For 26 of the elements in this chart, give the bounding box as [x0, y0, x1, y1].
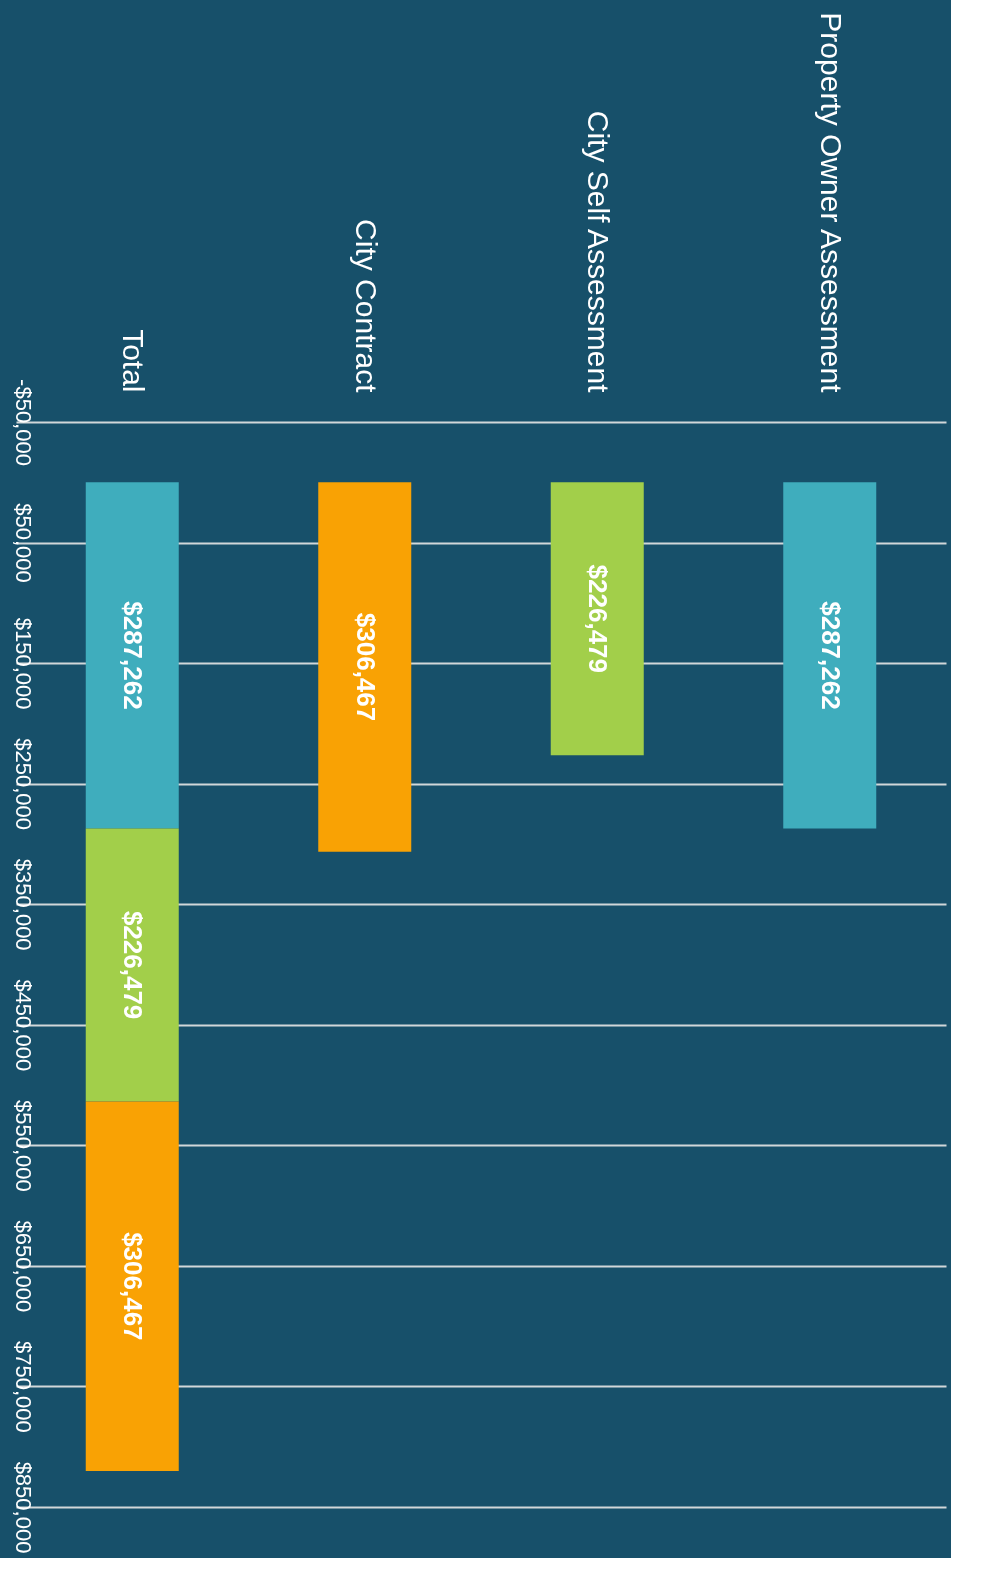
x-tick-label: Total — [117, 329, 151, 393]
data-label: $306,467 — [118, 1232, 149, 1341]
bar — [550, 482, 644, 756]
y-tick-label: $750,000 — [10, 1341, 36, 1433]
x-tick-label: City Self Assessment — [582, 110, 616, 394]
y-tick-label: $250,000 — [10, 738, 36, 831]
bar — [783, 482, 877, 829]
data-label: $287,262 — [815, 601, 846, 710]
bar — [318, 482, 412, 852]
y-tick-label: $450,000 — [10, 979, 36, 1072]
y-tick-label: -$50,000 — [10, 379, 36, 466]
data-label: $306,467 — [350, 612, 381, 722]
x-tick-label: City Contract — [349, 219, 383, 394]
y-tick-label: $850,000 — [10, 1461, 36, 1554]
data-label: $287,262 — [118, 601, 149, 710]
data-label: $226,479 — [583, 564, 614, 674]
y-tick-label: $550,000 — [10, 1099, 36, 1192]
y-tick-label: $350,000 — [10, 858, 36, 951]
y-tick-label: $50,000 — [10, 503, 36, 583]
bar — [85, 828, 179, 1102]
bar — [85, 482, 179, 829]
data-label: $226,479 — [118, 910, 149, 1020]
x-tick-label: Property Owner Assessment — [814, 12, 848, 394]
y-tick-label: $150,000 — [10, 617, 36, 710]
y-tick-label: $650,000 — [10, 1220, 36, 1313]
bar — [85, 1101, 179, 1472]
